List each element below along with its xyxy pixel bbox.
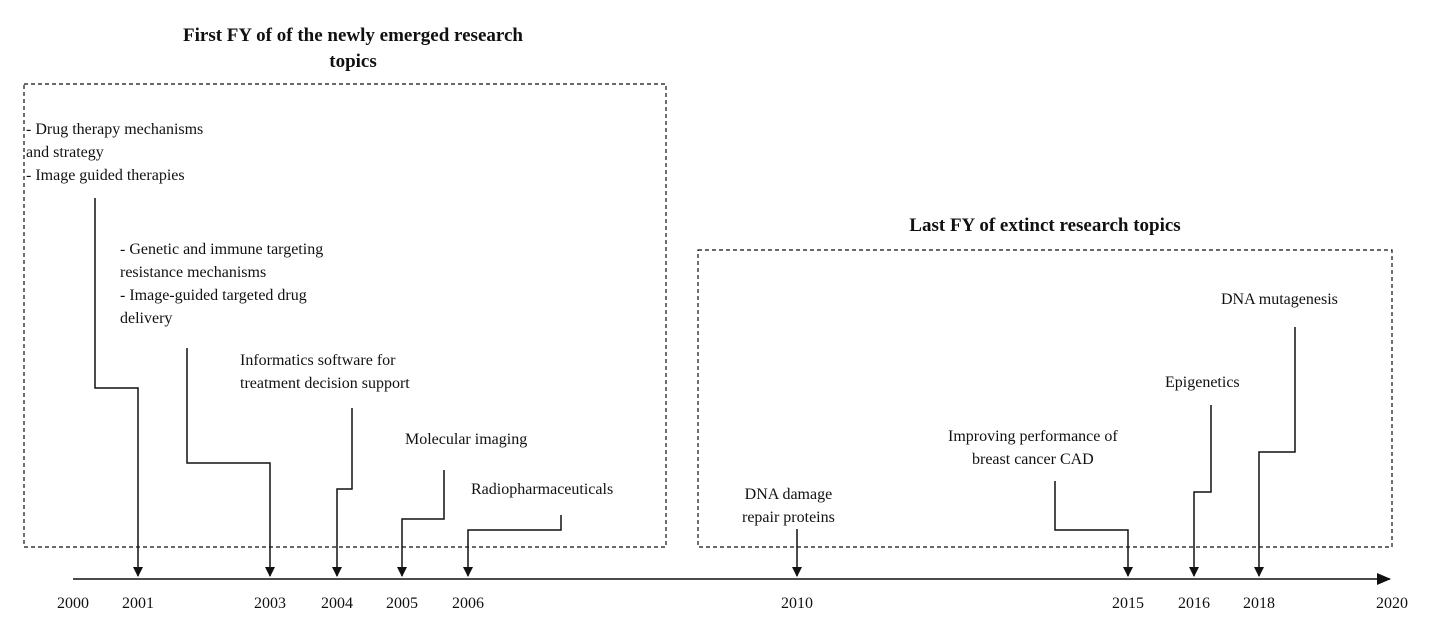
topic-dna-damage: DNA damage repair proteins [742, 486, 835, 526]
year-label: 2016 [1178, 595, 1210, 612]
connector-radiopharmaceuticals [463, 515, 562, 577]
connector-drug-therapy [94, 198, 143, 577]
year-label: 2006 [452, 595, 484, 612]
year-label: 2015 [1112, 595, 1144, 612]
topic-drug-therapy: - Drug therapy mechanisms and strategy -… [26, 121, 204, 184]
year-label: 2000 [57, 595, 89, 612]
year-label: 2010 [781, 595, 813, 612]
year-label: 2001 [122, 595, 154, 612]
year-label: 2005 [386, 595, 418, 612]
emerged-topics-title: First FY of of the newly emerged researc… [183, 25, 523, 72]
connector-epigenetics [1189, 405, 1212, 577]
topic-breast-cad: Improving performance of breast cancer C… [948, 428, 1118, 468]
year-label: 2004 [321, 595, 353, 612]
year-label: 2020 [1376, 595, 1408, 612]
connector-informatics [332, 408, 353, 577]
topic-dna-mutagenesis: DNA mutagenesis [1221, 291, 1338, 308]
extinct-topics-title: Last FY of extinct research topics [909, 215, 1181, 236]
year-label: 2018 [1243, 595, 1275, 612]
topic-informatics: Informatics software for treatment decis… [240, 352, 410, 392]
year-label: 2003 [254, 595, 286, 612]
topic-epigenetics: Epigenetics [1165, 374, 1240, 391]
connector-genetic-immune [186, 348, 275, 577]
topic-genetic-immune: - Genetic and immune targeting resistanc… [120, 241, 324, 327]
topic-radiopharmaceuticals: Radiopharmaceuticals [471, 481, 614, 498]
topic-molecular-imaging: Molecular imaging [405, 431, 528, 448]
connector-molecular-imaging [397, 470, 445, 577]
connector-dna-mutagenesis [1254, 327, 1296, 577]
connector-breast-cad [1054, 481, 1133, 577]
extinct-topics-box [697, 249, 1393, 548]
